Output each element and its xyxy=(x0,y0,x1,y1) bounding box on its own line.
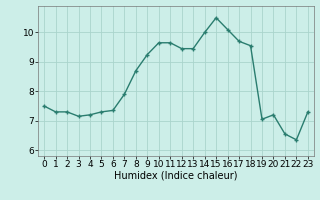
X-axis label: Humidex (Indice chaleur): Humidex (Indice chaleur) xyxy=(114,171,238,181)
